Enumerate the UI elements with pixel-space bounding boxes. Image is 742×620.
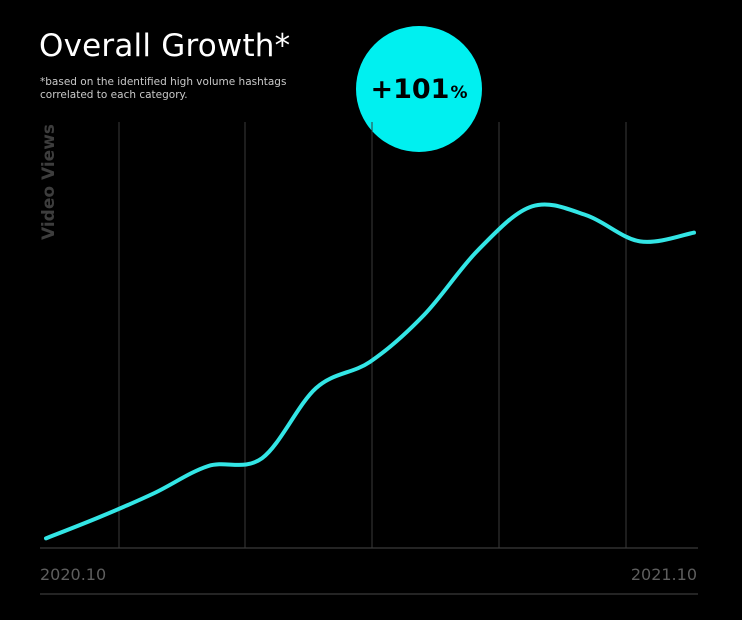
x-tick-label-end: 2021.10 xyxy=(630,565,697,584)
footnote: *based on the identified high volume has… xyxy=(40,76,287,101)
data-point-2021.04 xyxy=(368,360,372,364)
data-point-2021.05 xyxy=(422,313,426,317)
chart-title: Overall Growth* xyxy=(39,28,291,64)
data-point-2021.03 xyxy=(314,386,318,390)
data-point-2020.10 xyxy=(44,536,48,540)
data-point-2021.06 xyxy=(476,248,480,252)
data-point-2021.02 xyxy=(260,456,264,460)
data-point-2021.10 xyxy=(692,231,696,235)
series-line-video-views xyxy=(44,202,696,541)
x-tick-label-start: 2020.10 xyxy=(40,565,107,584)
growth-value: +101 xyxy=(370,73,450,105)
data-point-2021.01 xyxy=(206,464,210,468)
growth-badge: +101 % xyxy=(356,26,482,152)
data-point-2021.08 xyxy=(584,213,588,217)
data-point-2021.09 xyxy=(638,239,642,243)
data-point-2020.12 xyxy=(152,491,156,495)
data-point-2021.07 xyxy=(530,204,534,208)
growth-unit: % xyxy=(450,82,468,103)
data-point-2020.11 xyxy=(98,515,102,519)
